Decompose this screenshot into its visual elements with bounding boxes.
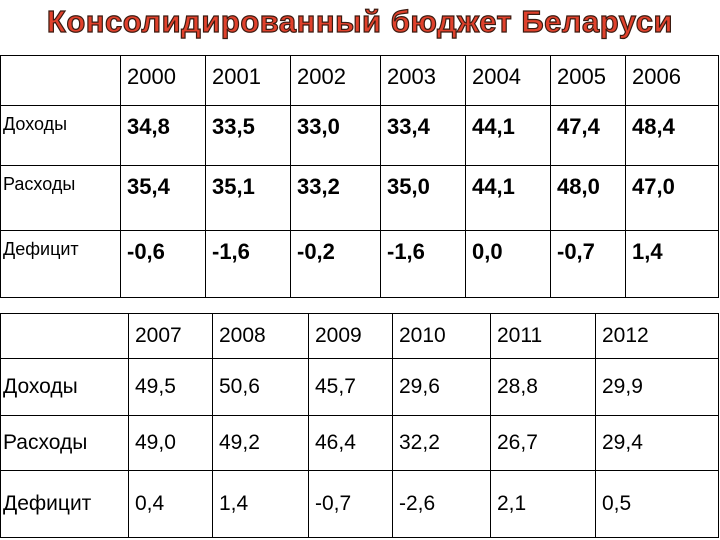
slide-title: Консолидированный бюджет Беларуси xyxy=(46,3,674,39)
value-cell: -0,2 xyxy=(290,230,381,298)
data-row: Доходы 34,8 33,5 33,0 33,4 44,1 47,4 48,4 xyxy=(0,105,719,166)
data-row: Дефицит 0,4 1,4 -0,7 -2,6 2,1 0,5 xyxy=(0,470,719,538)
row-label: Доходы xyxy=(0,105,121,166)
value-cell: 50,6 xyxy=(212,358,309,416)
row-label: Дефицит xyxy=(0,230,121,298)
value-cell: 35,1 xyxy=(205,165,291,231)
value-cell: 44,1 xyxy=(465,165,551,231)
value-cell: 35,0 xyxy=(380,165,466,231)
value-cell: 33,5 xyxy=(205,105,291,166)
value-cell: 45,7 xyxy=(308,358,393,416)
budget-table: 2007 2008 2009 2010 2011 2012 Доходы 49,5 50,6 45… xyxy=(0,313,719,538)
year-cell: 2011 xyxy=(490,313,596,359)
data-row: Расходы 35,4 35,1 33,2 35,0 44,1 48,0 47,0 xyxy=(0,165,719,231)
value-cell: 1,4 xyxy=(625,230,719,298)
year-cell: 2001 xyxy=(205,55,291,106)
year-cell: 2005 xyxy=(550,55,626,106)
value-cell: 0,0 xyxy=(465,230,551,298)
data-row: Расходы 49,0 49,2 46,4 32,2 26,7 29,4 xyxy=(0,415,719,471)
value-cell: 47,0 xyxy=(625,165,719,231)
data-row: Доходы 49,5 50,6 45,7 29,6 28,8 29,9 xyxy=(0,358,719,416)
value-cell: 48,4 xyxy=(625,105,719,166)
value-cell: 33,0 xyxy=(290,105,381,166)
year-cell: 2002 xyxy=(290,55,381,106)
row-label: Расходы xyxy=(0,165,121,231)
value-cell: 0,5 xyxy=(595,470,719,538)
value-cell: -0,6 xyxy=(120,230,206,298)
value-cell: 35,4 xyxy=(120,165,206,231)
data-row: Дефицит -0,6 -1,6 -0,2 -1,6 0,0 -0,7 1,4 xyxy=(0,230,719,298)
value-cell: 46,4 xyxy=(308,415,393,471)
header-row: 2000 2001 2002 2003 2004 2005 2006 xyxy=(0,55,719,106)
value-cell: 29,9 xyxy=(595,358,719,416)
value-cell: 1,4 xyxy=(212,470,309,538)
year-cell: 2009 xyxy=(308,313,393,359)
value-cell: -0,7 xyxy=(550,230,626,298)
corner-cell xyxy=(0,313,129,359)
corner-cell xyxy=(0,55,121,106)
value-cell: 29,6 xyxy=(392,358,491,416)
year-cell: 2012 xyxy=(595,313,719,359)
year-cell: 2007 xyxy=(128,313,213,359)
value-cell: 2,1 xyxy=(490,470,596,538)
value-cell: 49,0 xyxy=(128,415,213,471)
value-cell: 33,4 xyxy=(380,105,466,166)
value-cell: 33,2 xyxy=(290,165,381,231)
row-label: Дефицит xyxy=(0,470,129,538)
row-label: Расходы xyxy=(0,415,129,471)
year-cell: 2003 xyxy=(380,55,466,106)
year-cell: 2008 xyxy=(212,313,309,359)
value-cell: -1,6 xyxy=(205,230,291,298)
value-cell: 29,4 xyxy=(595,415,719,471)
value-cell: 32,2 xyxy=(392,415,491,471)
value-cell: -2,6 xyxy=(392,470,491,538)
value-cell: 44,1 xyxy=(465,105,551,166)
value-cell: 49,2 xyxy=(212,415,309,471)
value-cell: 0,4 xyxy=(128,470,213,538)
value-cell: -0,7 xyxy=(308,470,393,538)
value-cell: 47,4 xyxy=(550,105,626,166)
row-label: Доходы xyxy=(0,358,129,416)
header-row: 2007 2008 2009 2010 2011 2012 xyxy=(0,313,719,359)
year-cell: 2006 xyxy=(625,55,719,106)
value-cell: 49,5 xyxy=(128,358,213,416)
year-cell: 2000 xyxy=(120,55,206,106)
value-cell: 28,8 xyxy=(490,358,596,416)
year-cell: 2004 xyxy=(465,55,551,106)
value-cell: 48,0 xyxy=(550,165,626,231)
value-cell: 34,8 xyxy=(120,105,206,166)
year-cell: 2010 xyxy=(392,313,491,359)
value-cell: 26,7 xyxy=(490,415,596,471)
value-cell: -1,6 xyxy=(380,230,466,298)
budget-table: 2000 2001 2002 2003 2004 2005 2006 Доходы 34,8 33… xyxy=(0,55,719,298)
